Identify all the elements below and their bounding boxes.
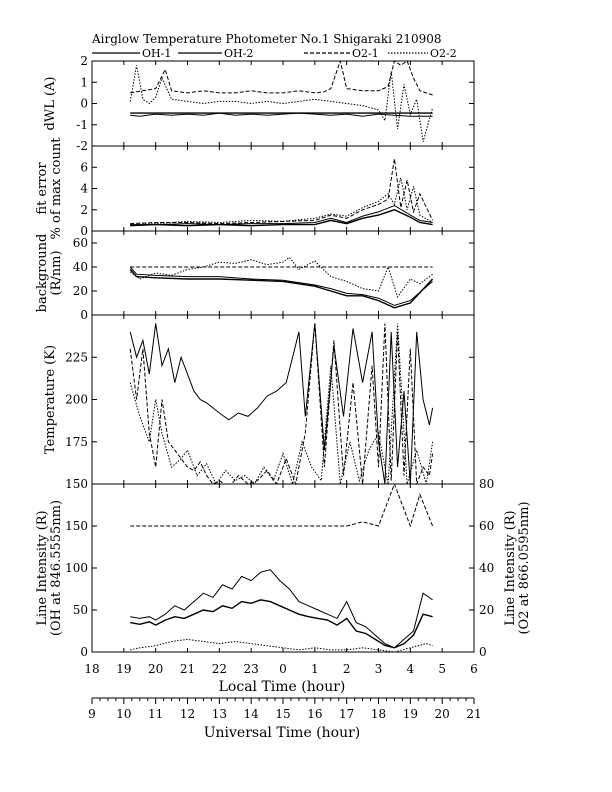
ylabel-line1-intensity: Line Intensity (R) bbox=[35, 510, 50, 625]
ytick-label-intensity: 100 bbox=[65, 561, 88, 575]
xtick-label-local: 6 bbox=[470, 662, 478, 676]
xtick-label-local: 3 bbox=[375, 662, 383, 676]
series-line-temp-o2-2 bbox=[129, 323, 434, 484]
ylabel-line2-bg: (R/nm) bbox=[49, 250, 64, 295]
xtick-label-local: 1 bbox=[311, 662, 319, 676]
series-line-intensity-oh-1 bbox=[130, 569, 433, 649]
ytick-label-temp: 150 bbox=[65, 477, 88, 491]
xtick-label-local: 18 bbox=[84, 662, 99, 676]
series-line-bg-oh-1 bbox=[129, 266, 433, 306]
panel-bg: 0 20 40 60 background (R/nm) bbox=[35, 230, 475, 322]
ytick-label-bg: 60 bbox=[73, 236, 88, 250]
xtick-label-local: 4 bbox=[407, 662, 415, 676]
ytick-label-bg: 0 bbox=[80, 308, 88, 322]
legend-label-o2-2: O2-2 bbox=[430, 47, 457, 60]
xtick-label-ut: 20 bbox=[435, 707, 450, 721]
series-line-fit-o2-2 bbox=[130, 177, 433, 226]
ytick-label-fit: 2 bbox=[80, 203, 88, 217]
right-ytick-label: 60 bbox=[479, 519, 494, 533]
right-ylabel-line1: Line Intensity (R) bbox=[503, 510, 518, 625]
right-ytick-label: 0 bbox=[479, 645, 487, 659]
series-line-temp-oh-1 bbox=[129, 323, 434, 484]
ylabel-temp: Temperature (K) bbox=[43, 345, 58, 454]
xtick-label-local: 23 bbox=[244, 662, 259, 676]
ylabel-line2-fit: % of max count bbox=[49, 137, 64, 240]
right-ylabel-line2: (O2 at 866.0595nm) bbox=[517, 501, 532, 634]
panel-temp: 150 175 200 225 Temperature (K) bbox=[43, 314, 475, 491]
xtick-label-ut: 10 bbox=[116, 707, 131, 721]
right-ytick-label: 20 bbox=[479, 603, 494, 617]
xtick-label-local: 5 bbox=[438, 662, 446, 676]
series-line-fit-oh-2 bbox=[130, 209, 433, 227]
ytick-label-dwl: 1 bbox=[80, 75, 88, 89]
xtick-label-ut: 19 bbox=[403, 707, 418, 721]
ytick-label-dwl: 2 bbox=[80, 54, 88, 68]
ylabel-line1-fit: fit error bbox=[35, 162, 50, 215]
x-axis-local-label: Local Time (hour) bbox=[219, 679, 346, 695]
chart-title: Airglow Temperature Photometer No.1 Shig… bbox=[91, 32, 442, 46]
xtick-label-ut: 15 bbox=[275, 707, 290, 721]
xtick-label-local: 19 bbox=[116, 662, 131, 676]
series-line-temp-o2-1 bbox=[129, 323, 434, 484]
ytick-label-temp: 200 bbox=[65, 393, 88, 407]
series-line-dwl-o2-1 bbox=[130, 61, 433, 96]
legend-label-oh-1: OH-1 bbox=[142, 47, 171, 60]
xtick-label-ut: 11 bbox=[148, 707, 163, 721]
xtick-label-local: 20 bbox=[148, 662, 163, 676]
series-line-dwl-oh-1 bbox=[130, 112, 433, 117]
ytick-label-dwl: -1 bbox=[76, 118, 88, 132]
xtick-label-local: 21 bbox=[180, 662, 195, 676]
panel-fit: 0 2 4 6 fit error% of max count bbox=[35, 137, 475, 240]
xtick-label-local: 0 bbox=[279, 662, 287, 676]
ylabel-line2-intensity: (OH at 846.5555nm) bbox=[49, 500, 64, 636]
panel-frame-bg bbox=[91, 230, 475, 316]
series-line-intensity-o2-2 bbox=[130, 638, 433, 652]
ytick-label-dwl: -2 bbox=[76, 139, 88, 153]
panel-dwl: -2 -1 0 1 2 dWL (A) bbox=[43, 54, 475, 153]
series-line-intensity-oh-2 bbox=[130, 599, 433, 649]
xtick-label-local: 2 bbox=[343, 662, 351, 676]
xtick-label-ut: 16 bbox=[307, 707, 322, 721]
ytick-label-intensity: 50 bbox=[73, 603, 88, 617]
xtick-label-ut: 18 bbox=[371, 707, 386, 721]
x-axis-ut: 9 10 11 12 13 14 15 16 17 18 19 20 21 Universal Time… bbox=[88, 697, 482, 741]
ylabel-line1-bg: background bbox=[35, 234, 50, 313]
series-line-fit-oh-1 bbox=[130, 204, 433, 226]
ytick-label-temp: 175 bbox=[65, 435, 88, 449]
legend: OH-1 OH-2 O2-1 O2-2 bbox=[92, 47, 457, 60]
right-ytick-label: 80 bbox=[479, 477, 494, 491]
legend-label-oh-2: OH-2 bbox=[224, 47, 253, 60]
ytick-label-fit: 6 bbox=[80, 160, 88, 174]
ylabel-dwl: dWL (A) bbox=[43, 77, 58, 131]
ytick-label-temp: 225 bbox=[65, 350, 88, 364]
ytick-label-fit: 0 bbox=[80, 224, 88, 238]
series-line-bg-oh-2 bbox=[129, 268, 434, 309]
ytick-label-bg: 40 bbox=[73, 260, 88, 274]
ytick-label-fit: 4 bbox=[80, 182, 88, 196]
ytick-label-intensity: 150 bbox=[65, 519, 88, 533]
xtick-label-ut: 17 bbox=[339, 707, 354, 721]
xtick-label-ut: 13 bbox=[212, 707, 227, 721]
x-axis-ut-label: Universal Time (hour) bbox=[204, 725, 361, 741]
xtick-label-ut: 21 bbox=[466, 707, 481, 721]
ytick-label-dwl: 0 bbox=[80, 97, 88, 111]
series-line-bg-o2-2 bbox=[129, 256, 433, 299]
xtick-label-local: 22 bbox=[212, 662, 227, 676]
ytick-label-intensity: 0 bbox=[80, 645, 88, 659]
xtick-label-ut: 12 bbox=[180, 707, 195, 721]
xtick-label-ut: 14 bbox=[244, 707, 260, 721]
right-ytick-label: 40 bbox=[479, 561, 494, 575]
x-axis-local: 18 19 20 21 22 23 0 1 2 3 4 5 6 Local Time (hour) bbox=[84, 662, 477, 695]
xtick-label-ut: 9 bbox=[88, 707, 96, 721]
series-line-fit-o2-1 bbox=[130, 158, 434, 225]
legend-label-o2-1: O2-1 bbox=[352, 47, 379, 60]
ytick-label-bg: 20 bbox=[73, 284, 88, 298]
series-line-intensity-o2-1 bbox=[130, 484, 434, 528]
series-line-dwl-o2-2 bbox=[129, 65, 434, 142]
